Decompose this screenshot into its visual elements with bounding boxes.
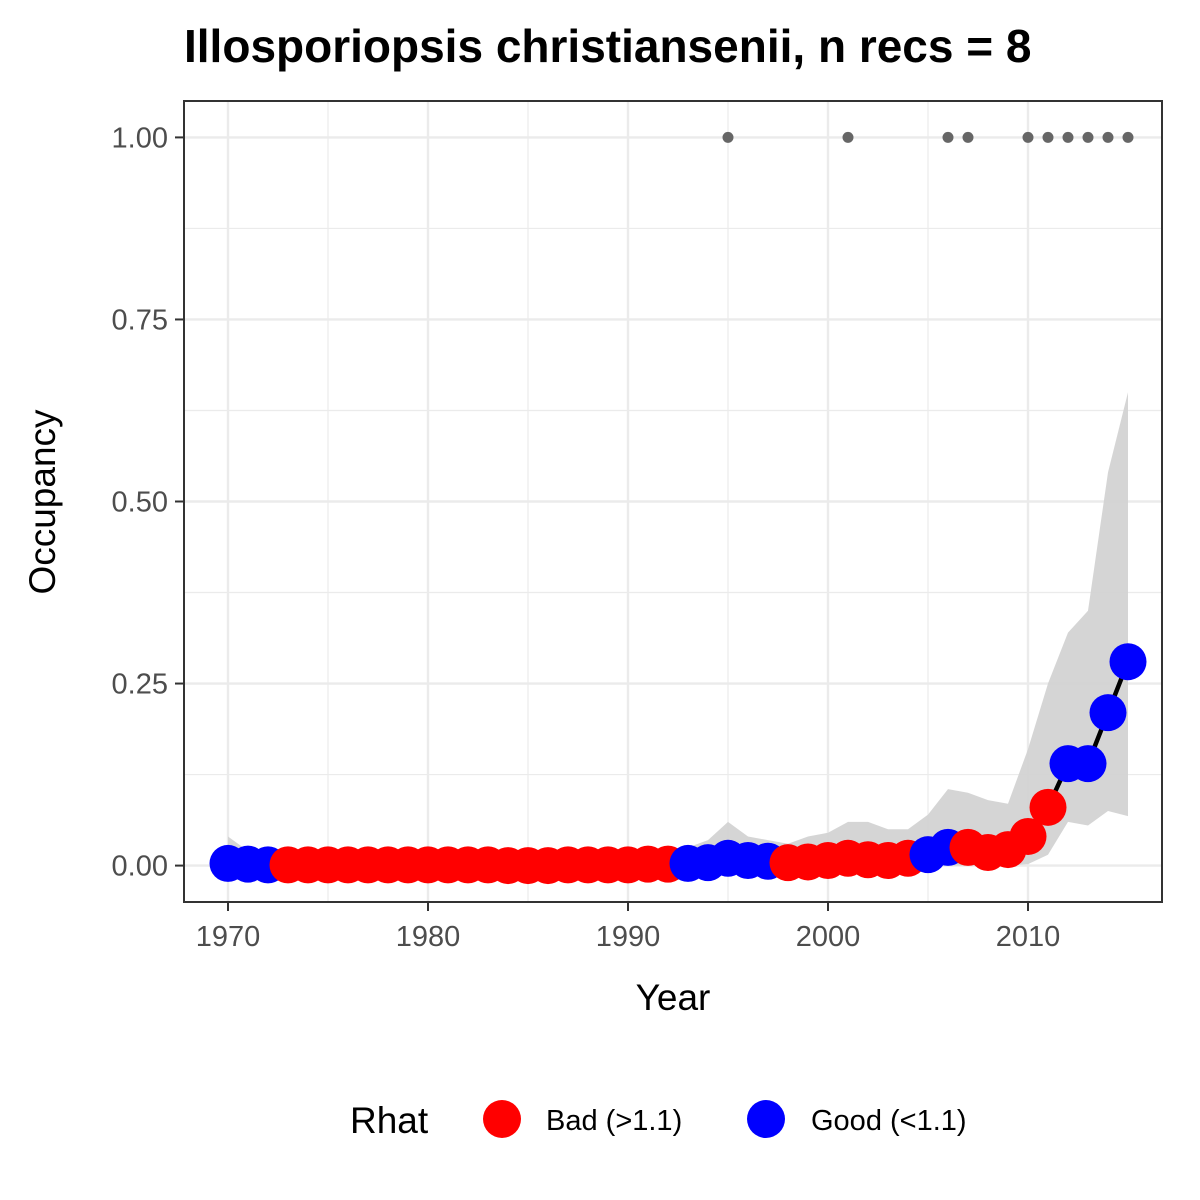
occupancy-point: [1009, 817, 1047, 855]
record-dot: [722, 131, 734, 143]
occupancy-points: [209, 643, 1147, 885]
record-dot: [1022, 131, 1034, 143]
ribbon-area: [228, 392, 1128, 866]
x-tick-label: 2000: [796, 921, 861, 953]
occupancy-point: [1089, 694, 1127, 732]
x-tick-label: 1990: [596, 921, 661, 953]
record-dot: [962, 131, 974, 143]
y-axis-ticks: 0.00 0.25 0.50 0.75 1.00: [112, 122, 184, 883]
record-dot: [1082, 131, 1094, 143]
x-axis-label: Year: [636, 977, 711, 1018]
occupancy-point: [1109, 643, 1147, 681]
record-dot: [842, 131, 854, 143]
credible-interval-ribbon: [228, 392, 1128, 866]
x-axis-ticks: 1970 1980 1990 2000 2010: [196, 902, 1061, 953]
chart-title: Illosporiopsis christiansenii, n recs = …: [184, 20, 1031, 72]
record-dot: [1122, 131, 1134, 143]
occupancy-point: [1069, 745, 1107, 783]
y-axis-label: Occupancy: [22, 409, 63, 595]
legend-good-label: Good (<1.1): [811, 1105, 967, 1137]
occupancy-point: [1029, 788, 1067, 826]
y-tick-label: 0.50: [112, 487, 168, 519]
record-markers: [722, 131, 1134, 143]
y-tick-label: 0.75: [112, 304, 168, 336]
x-tick-label: 1970: [196, 921, 261, 953]
legend-good-swatch: [747, 1100, 785, 1138]
record-dot: [1062, 131, 1074, 143]
grid: [184, 101, 1162, 902]
y-tick-label: 0.00: [112, 851, 168, 883]
legend-title: Rhat: [350, 1100, 429, 1141]
y-tick-label: 0.25: [112, 669, 168, 701]
legend-bad-label: Bad (>1.1): [546, 1105, 682, 1137]
record-dot: [1042, 131, 1054, 143]
record-dot: [942, 131, 954, 143]
y-tick-label: 1.00: [112, 122, 168, 154]
legend-bad-swatch: [483, 1100, 521, 1138]
legend: Rhat Bad (>1.1) Good (<1.1): [350, 1100, 967, 1141]
x-tick-label: 2010: [996, 921, 1061, 953]
record-dot: [1102, 131, 1114, 143]
x-tick-label: 1980: [396, 921, 461, 953]
